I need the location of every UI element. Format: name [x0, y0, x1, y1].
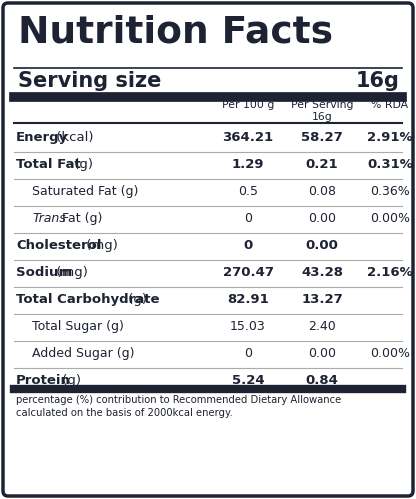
Text: 0.00: 0.00 — [308, 347, 336, 360]
Text: 5.24: 5.24 — [232, 374, 264, 387]
Text: Protein: Protein — [16, 374, 71, 387]
Text: Nutrition Facts: Nutrition Facts — [18, 14, 333, 50]
Text: Cholesterol: Cholesterol — [16, 239, 102, 252]
Text: 1.29: 1.29 — [232, 158, 264, 171]
FancyBboxPatch shape — [3, 3, 413, 496]
Text: 2.91%: 2.91% — [367, 131, 413, 144]
Text: (g): (g) — [124, 293, 147, 306]
Text: 15.03: 15.03 — [230, 320, 266, 333]
Text: Serving size: Serving size — [18, 71, 161, 91]
Text: Per 100 g: Per 100 g — [222, 100, 274, 110]
Text: Sodium: Sodium — [16, 266, 72, 279]
Text: 16g: 16g — [356, 71, 400, 91]
Text: Fat (g): Fat (g) — [58, 212, 102, 225]
Text: 0.21: 0.21 — [306, 158, 338, 171]
Text: 0.00: 0.00 — [306, 239, 339, 252]
Text: (g): (g) — [70, 158, 93, 171]
Text: (mg): (mg) — [52, 266, 88, 279]
Text: 0.31%: 0.31% — [367, 158, 413, 171]
Text: 82.91: 82.91 — [227, 293, 269, 306]
Text: Per Serving
16g: Per Serving 16g — [291, 100, 353, 122]
Text: 0: 0 — [243, 239, 253, 252]
Text: 0.00%: 0.00% — [370, 212, 410, 225]
Text: 0.5: 0.5 — [238, 185, 258, 198]
Text: 0.00: 0.00 — [308, 212, 336, 225]
Text: 0.84: 0.84 — [306, 374, 339, 387]
Text: 13.27: 13.27 — [301, 293, 343, 306]
Text: 0.00%: 0.00% — [370, 347, 410, 360]
Text: Added Sugar (g): Added Sugar (g) — [32, 347, 134, 360]
Text: Total Sugar (g): Total Sugar (g) — [32, 320, 124, 333]
Text: Trans: Trans — [32, 212, 66, 225]
Text: (mg): (mg) — [82, 239, 118, 252]
Text: calculated on the basis of 2000kcal energy.: calculated on the basis of 2000kcal ener… — [16, 408, 233, 418]
Text: (g): (g) — [58, 374, 81, 387]
Text: Total Fat: Total Fat — [16, 158, 81, 171]
Text: 58.27: 58.27 — [301, 131, 343, 144]
Text: 0.08: 0.08 — [308, 185, 336, 198]
Text: Energy: Energy — [16, 131, 68, 144]
Text: 2.16%: 2.16% — [367, 266, 413, 279]
Text: 0.36%: 0.36% — [370, 185, 410, 198]
Text: (kcal): (kcal) — [52, 131, 94, 144]
Text: 0: 0 — [244, 347, 252, 360]
Text: 364.21: 364.21 — [223, 131, 274, 144]
Text: 0: 0 — [244, 212, 252, 225]
Text: 270.47: 270.47 — [223, 266, 273, 279]
Text: % RDA: % RDA — [371, 100, 409, 110]
Text: percentage (%) contribution to Recommended Dietary Allowance: percentage (%) contribution to Recommend… — [16, 395, 341, 405]
Text: Saturated Fat (g): Saturated Fat (g) — [32, 185, 139, 198]
Text: 43.28: 43.28 — [301, 266, 343, 279]
Text: Total Carbohydrate: Total Carbohydrate — [16, 293, 159, 306]
Text: 2.40: 2.40 — [308, 320, 336, 333]
